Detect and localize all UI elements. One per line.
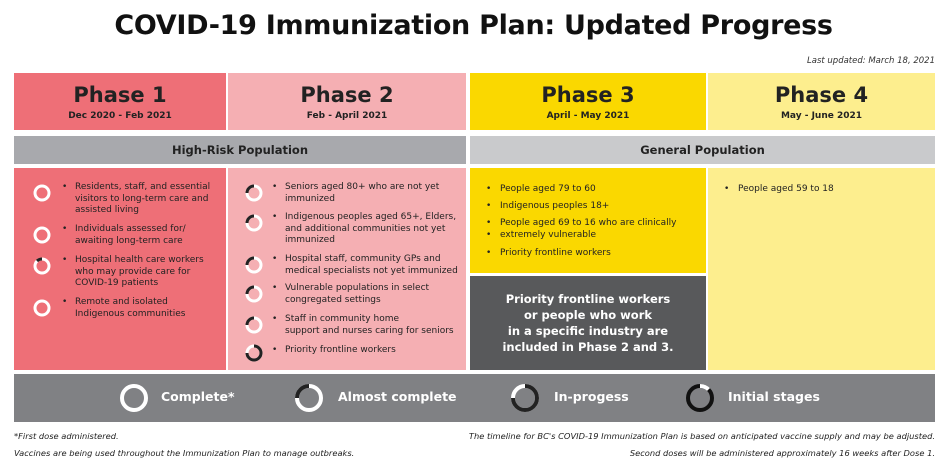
note-line: Priority frontline workers — [505, 292, 671, 306]
ring-almost-icon — [245, 256, 263, 274]
ring-complete-icon — [120, 384, 148, 412]
note-line: or people who work — [523, 308, 653, 322]
ring-inprogress-icon — [511, 384, 539, 412]
phase-4-column: People aged 59 to 18 — [708, 168, 935, 370]
ring-almost-icon — [245, 316, 263, 334]
item-line: Remote and isolated — [75, 297, 168, 307]
item-line: and additional communities not yet — [285, 223, 446, 234]
note-line: included in Phase 2 and 3. — [502, 340, 674, 354]
page-title: COVID-19 Immunization Plan: Updated Prog… — [114, 10, 833, 41]
footnote-timeline: The timeline for BC's COVID-19 Immunizat… — [468, 431, 935, 441]
phase-1-column: Residents, staff, and essential visitors… — [14, 168, 226, 370]
legend-label: Complete* — [161, 389, 235, 404]
phase-3-header: Phase 3 April - May 2021 — [470, 73, 706, 130]
item-line: COVID-19 patients — [75, 278, 159, 288]
ring-complete-icon — [33, 184, 51, 202]
ring-almost-icon — [33, 257, 51, 275]
footnote-second-dose: Second doses will be administered approx… — [629, 448, 935, 458]
legend-label: Almost complete — [338, 389, 457, 404]
status-legend: Complete* Almost complete In-progess Ini… — [14, 374, 935, 422]
item-line: Residents, staff, and essential — [75, 182, 211, 192]
item-line: Hospital staff, community GPs and — [285, 254, 441, 264]
note-line: in a specific industry are — [507, 324, 669, 338]
item-line: support and nurses caring for seniors — [285, 325, 454, 336]
item-line: Vulnerable populations in select — [285, 283, 430, 293]
list-item: People aged 59 to 18 — [724, 184, 938, 196]
list-item: People aged 69 to 16 who are clinically — [486, 218, 700, 230]
phase-1-header: Phase 1 Dec 2020 - Feb 2021 — [14, 73, 226, 130]
phase-2-header: Phase 2 Feb - April 2021 — [228, 73, 466, 130]
footnote-outbreaks: Vaccines are being used throughout the I… — [14, 448, 355, 458]
ring-complete-icon — [33, 299, 51, 317]
ring-complete-icon — [33, 226, 51, 244]
ring-almost-icon — [245, 214, 263, 232]
item-line: Staff in community home — [285, 314, 400, 324]
legend-label: Initial stages — [728, 389, 820, 404]
footnote-first-dose: *First dose administered. — [14, 431, 119, 441]
list-item: Indigenous peoples 18+ — [486, 201, 700, 213]
phase-3-dates: April - May 2021 — [546, 111, 630, 121]
item-line: visitors to long-term care and — [75, 193, 209, 204]
band-general: General Population — [470, 136, 935, 164]
item-line: immunized — [285, 235, 335, 245]
phase-2-dates: Feb - April 2021 — [306, 111, 388, 121]
ring-almost-icon — [245, 285, 263, 303]
list-item: Priority frontline workers — [486, 248, 700, 260]
item-line: assisted living — [75, 205, 139, 215]
item-line: congregated settings — [285, 294, 381, 305]
legend-label: In-progess — [554, 389, 629, 404]
frontline-note-box: Priority frontline workers or people who… — [470, 276, 706, 370]
item-line: Hospital health care workers — [75, 255, 204, 265]
phase-1-name: Phase 1 — [73, 83, 167, 107]
phase-2-column: Seniors aged 80+ who are not yet immuniz… — [228, 168, 466, 370]
ring-inprogress-icon — [245, 344, 263, 362]
list-item: People aged 79 to 60 — [486, 184, 700, 196]
item-line: Priority frontline workers — [285, 345, 396, 355]
item-line: Individuals assessed for/ — [75, 224, 186, 234]
phase-3-name: Phase 3 — [541, 83, 635, 107]
item-line: who may provide care for — [75, 266, 191, 277]
phase-2-name: Phase 2 — [300, 83, 394, 107]
phase-3-column: People aged 79 to 60 Indigenous peoples … — [470, 168, 706, 273]
phase-4-name: Phase 4 — [774, 83, 869, 107]
item-line: Seniors aged 80+ who are not yet — [285, 182, 440, 192]
ring-almost-icon — [245, 184, 263, 202]
ring-initial-icon — [686, 383, 714, 412]
item-line: Indigenous communities — [75, 308, 186, 319]
band-high-risk: High-Risk Population — [14, 136, 466, 164]
list-item-continued: extremely vulnerable — [486, 230, 700, 242]
ring-almost-icon — [295, 384, 323, 412]
item-line: medical specialists not yet immunized — [285, 265, 458, 276]
phase-4-header: Phase 4 May - June 2021 — [708, 73, 935, 130]
phase-4-dates: May - June 2021 — [780, 111, 863, 121]
item-line: immunized — [285, 193, 335, 204]
phase-1-dates: Dec 2020 - Feb 2021 — [68, 111, 172, 121]
item-line: awaiting long-term care — [75, 235, 183, 246]
item-line: Indigenous peoples aged 65+, Elders, — [285, 212, 457, 222]
last-updated: Last updated: March 18, 2021 — [807, 56, 935, 66]
